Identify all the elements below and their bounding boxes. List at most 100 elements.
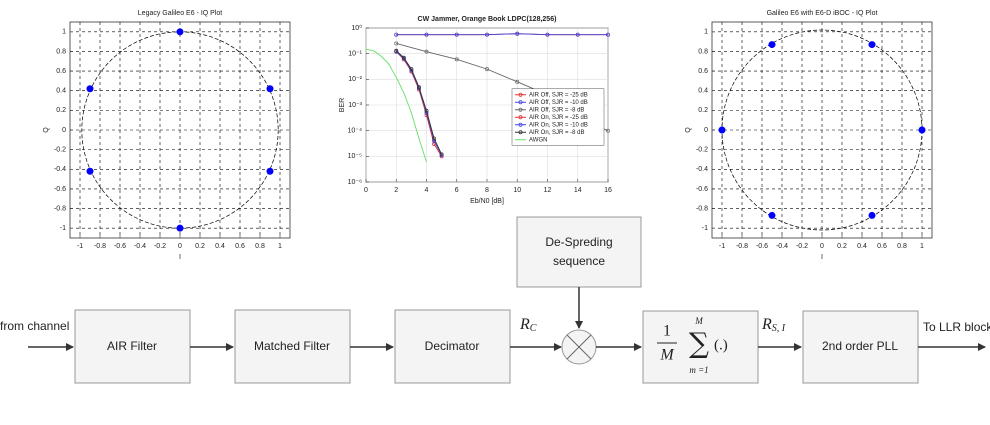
block-label-box: De-Spreding sequence xyxy=(545,235,612,268)
marker xyxy=(394,48,399,53)
y-tick-label: 10⁻³ xyxy=(348,102,362,109)
x-tick-label: 10 xyxy=(513,187,521,194)
x-tick-label: 16 xyxy=(604,187,612,194)
y-tick-label: 1 xyxy=(704,29,708,36)
x-tick-label: 14 xyxy=(574,187,582,194)
block-label: 2nd order PLL xyxy=(822,339,898,353)
line xyxy=(396,33,608,36)
y-tick-label: 10⁻⁴ xyxy=(348,128,363,135)
x-tick-label: 0.4 xyxy=(857,243,867,250)
legend-marker xyxy=(518,130,523,135)
y-tick-label: -0.6 xyxy=(54,186,66,193)
legend-label: AIR On, SJR = -10 dB xyxy=(529,122,588,128)
x-tick-label: 0 xyxy=(364,187,368,194)
marker xyxy=(485,67,489,72)
point xyxy=(868,41,876,49)
legend-label: AIR Off, SJR = -10 dB xyxy=(529,100,588,106)
y-tick-label: 0.8 xyxy=(698,48,708,55)
x-tick-label: 1 xyxy=(920,243,924,250)
point xyxy=(266,85,274,93)
block-label: Matched Filter xyxy=(254,339,330,353)
point xyxy=(768,41,776,49)
x-axis-label: Eb/N0 [dB] xyxy=(470,198,504,205)
x-tick-label: 0 xyxy=(178,243,182,250)
y-tick-label: 10⁻¹ xyxy=(348,51,362,58)
charts: -1 -0.8 -0.6 -0.4 -0.2 0 0.2 0.4 0.6 0.8 1 -1 -0.8 -0… xyxy=(43,10,933,261)
y-tick-label: 10⁻⁶ xyxy=(348,179,362,186)
y-tick-label: -0.8 xyxy=(696,205,708,212)
label-sub: C xyxy=(530,323,537,334)
marker xyxy=(515,31,520,36)
legend-marker xyxy=(518,92,523,97)
sum-numerator: 1 xyxy=(663,323,671,340)
sum-body: (.) xyxy=(714,337,728,353)
x-tick-label: -1 xyxy=(77,243,83,250)
legend-label: AIR Off, SJR = -8 dB xyxy=(529,107,584,113)
marker xyxy=(424,32,429,37)
chart: -1 -0.8 -0.6 -0.4 -0.2 0 0.2 0.4 0.6 0.8 1 -1 -0.8 -0… xyxy=(43,10,291,261)
y-tick-label: -0.8 xyxy=(54,205,66,212)
x-tick-label: 6 xyxy=(455,187,459,194)
marker xyxy=(439,152,444,157)
x-tick-label: 0.8 xyxy=(255,243,265,250)
y-tick-label: -0.4 xyxy=(54,166,66,173)
marker xyxy=(424,49,429,54)
marker xyxy=(394,41,399,46)
y-tick-label: -0.2 xyxy=(696,146,708,153)
y-tick-label: -0.4 xyxy=(696,166,708,173)
diagram: from channel AIR Filter Matched Filter D… xyxy=(0,216,990,384)
x-tick-label: 4 xyxy=(425,187,429,194)
line xyxy=(365,48,427,163)
y-tick-label: 0.2 xyxy=(698,107,708,114)
y-axis-label: Q xyxy=(685,127,692,133)
x-tick-label: -0.8 xyxy=(94,243,106,250)
y-tick-label: 0 xyxy=(704,127,708,134)
block xyxy=(642,310,759,384)
point xyxy=(86,167,94,175)
signal-label: RS, I xyxy=(761,316,786,335)
y-axis-label: BER xyxy=(339,98,346,112)
point xyxy=(718,126,726,134)
output-label: To LLR block xyxy=(923,320,990,334)
point xyxy=(768,211,776,219)
line xyxy=(395,50,443,155)
y-tick-label: -1 xyxy=(702,225,708,232)
chart-title: CW Jammer, Orange Book LDPC(128,256) xyxy=(418,16,557,23)
x-tick-label: 8 xyxy=(485,187,489,194)
marker xyxy=(515,79,520,84)
y-tick-label: 0.8 xyxy=(56,48,66,55)
marker xyxy=(401,55,406,60)
x-axis-label: I xyxy=(179,254,181,261)
y-tick-label: 10⁰ xyxy=(351,24,362,32)
sum-symbol: ∑ xyxy=(689,327,709,360)
x-tick-label: -0.2 xyxy=(796,243,808,250)
point xyxy=(86,85,94,93)
legend xyxy=(511,88,605,146)
chart: 0 2 4 6 8 10 12 14 16 10⁻⁶ 10⁻⁵ 10⁻⁴ 10⁻³ 10⁻² 10⁻¹ 10⁰… xyxy=(339,16,612,205)
x-tick-label: -0.4 xyxy=(776,243,788,250)
block xyxy=(234,309,351,384)
marker xyxy=(545,32,550,37)
y-tick-label: 0.6 xyxy=(698,68,708,75)
marker xyxy=(606,32,610,37)
y-tick-label: 0 xyxy=(62,127,66,134)
y-tick-label: 10⁻⁵ xyxy=(348,153,362,160)
legend-marker xyxy=(518,107,523,112)
legend-marker xyxy=(518,122,523,127)
chart-title: Legacy Galileo E6 - IQ Plot xyxy=(138,10,222,17)
label-main: R xyxy=(761,316,772,333)
marker xyxy=(575,32,580,37)
marker xyxy=(485,32,489,37)
x-tick-label: 0.2 xyxy=(195,243,205,250)
label-main: R xyxy=(519,316,530,333)
legend-marker xyxy=(518,100,523,105)
x-tick-label: 0.6 xyxy=(235,243,245,250)
point xyxy=(176,28,184,36)
x-tick-label: -0.6 xyxy=(756,243,768,250)
legend-label: AIR Off, SJR = -25 dB xyxy=(529,92,588,98)
y-tick-label: 0.4 xyxy=(698,88,708,95)
y-tick-label: -0.2 xyxy=(54,146,66,153)
y-axis-label: Q xyxy=(43,127,50,133)
marker xyxy=(432,136,437,141)
